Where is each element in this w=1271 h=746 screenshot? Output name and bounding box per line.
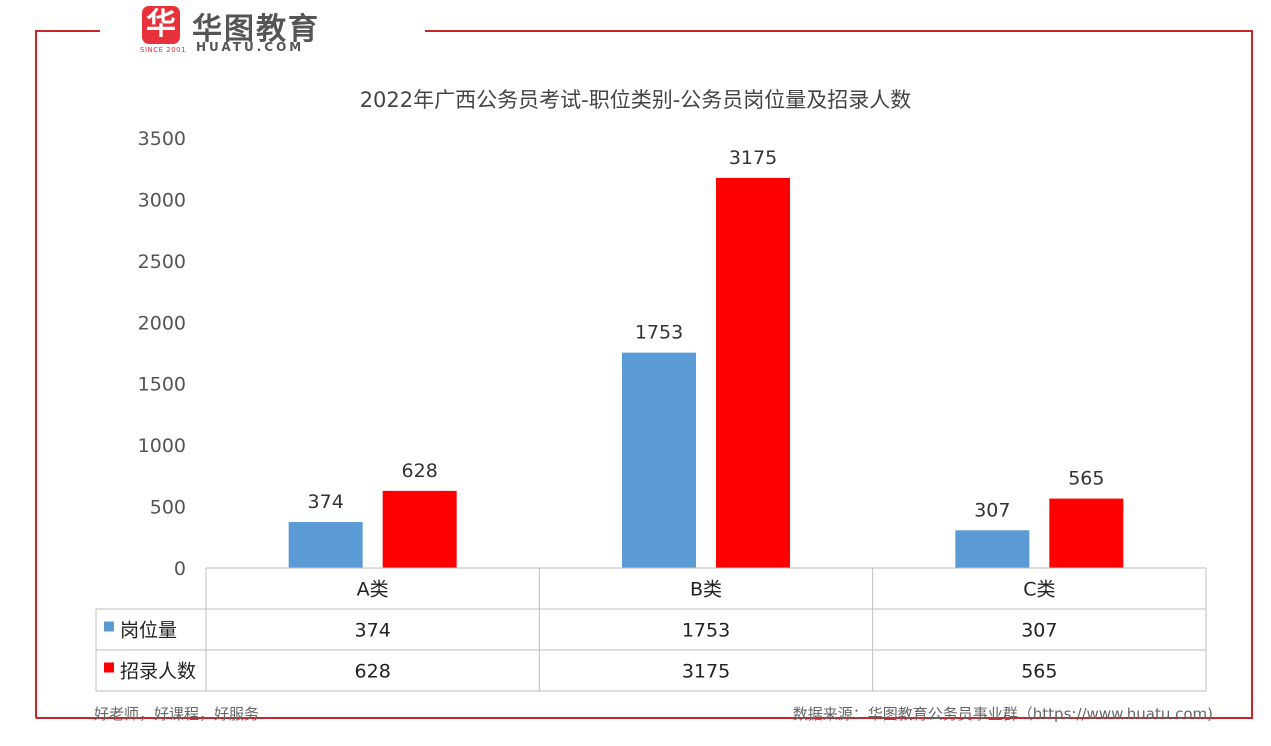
y-tick-label-3: 1500 [138, 374, 186, 396]
legend-label-0: 岗位量 [120, 620, 177, 642]
logo-domain: HUATU.COM [196, 40, 305, 54]
footer-source: 数据来源：华图教育公务员事业群（https://www.huatu.com) [792, 705, 1213, 723]
table-cell-1-2: 565 [1021, 661, 1057, 683]
bar-0-1 [622, 352, 696, 568]
data-label-0-0: 374 [308, 491, 344, 513]
bar-0-2 [955, 530, 1030, 568]
table-cell-0-1: 1753 [682, 620, 730, 642]
y-tick-label-2: 1000 [138, 435, 186, 457]
brand-logo: 华 SINCE 2001 华图教育 HUATU.COM [138, 4, 358, 56]
y-tick-label-0: 0 [174, 558, 186, 580]
y-tick-label-4: 2000 [138, 312, 186, 334]
y-axis: 0 500 1000 1500 2000 2500 3000 3500 [138, 128, 186, 580]
legend-label-1: 招录人数 [120, 661, 196, 683]
logo-mark-icon: 华 [142, 6, 180, 44]
chart-title: 2022年广西公务员考试-职位类别-公务员岗位量及招录人数 [359, 88, 912, 112]
bar-0-0 [288, 522, 363, 568]
x-category-label-0: A类 [357, 579, 389, 601]
logo-name: 华图教育 [192, 12, 320, 47]
y-tick-label-5: 2500 [138, 251, 186, 273]
bars-group [288, 177, 1124, 568]
y-tick-label-6: 3000 [138, 189, 186, 211]
data-label-0-2: 307 [974, 499, 1010, 521]
legend-swatch-1 [104, 662, 114, 673]
table-cell-0-2: 307 [1021, 620, 1057, 642]
bar-1-0 [382, 490, 457, 568]
table-cell-0-0: 374 [355, 620, 391, 642]
table-cell-1-1: 3175 [682, 661, 730, 683]
data-label-1-0: 628 [402, 460, 438, 482]
footer-slogan: 好老师，好课程，好服务 [94, 705, 260, 723]
legend-swatch-0 [104, 621, 114, 632]
data-label-1-2: 565 [1068, 468, 1104, 490]
logo-since: SINCE 2001 [140, 46, 187, 54]
bar-1-1 [716, 177, 790, 568]
y-tick-label-7: 3500 [138, 128, 186, 150]
data-label-1-1: 3175 [729, 147, 777, 169]
data-label-0-1: 1753 [635, 322, 683, 344]
x-category-label-1: B类 [690, 579, 722, 601]
data-labels-group: 374 628 1753 3175 307 565 [308, 147, 1105, 521]
x-category-label-2: C类 [1023, 579, 1055, 601]
y-tick-label-1: 500 [150, 497, 186, 519]
bar-1-2 [1049, 498, 1124, 568]
table-cell-1-0: 628 [355, 661, 391, 683]
